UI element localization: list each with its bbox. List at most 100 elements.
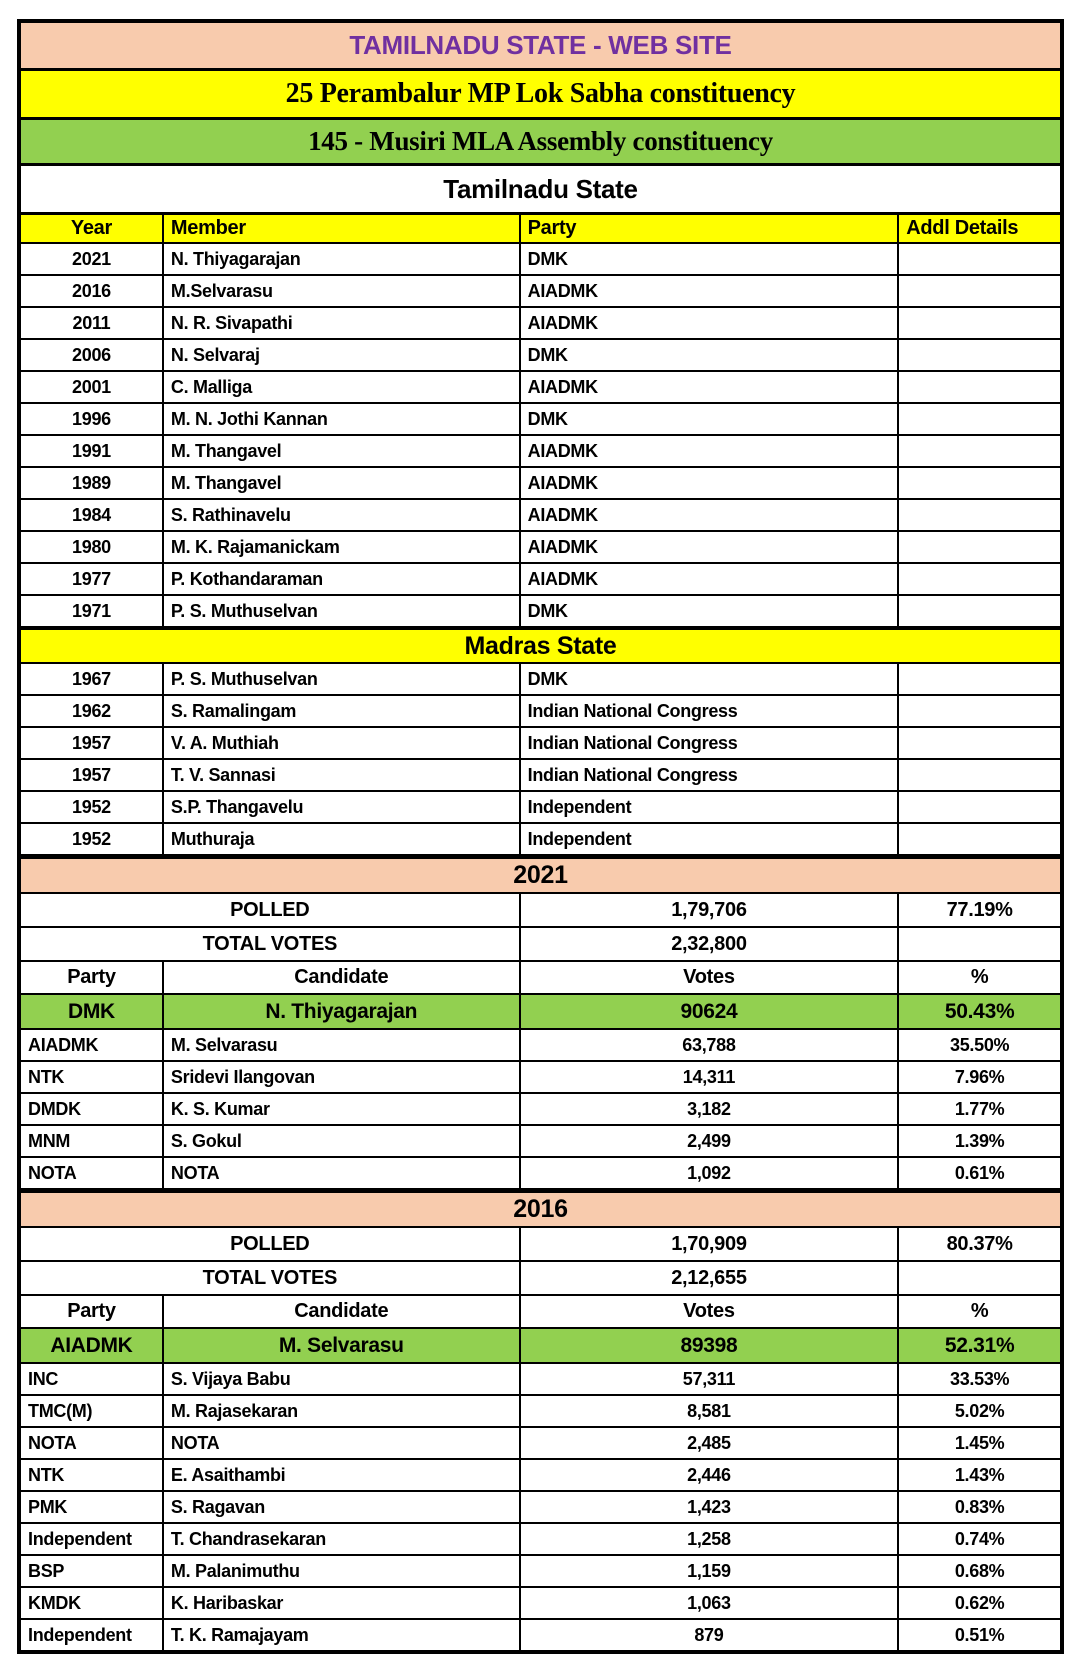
addl-details-cell bbox=[897, 594, 1063, 629]
total-votes-row: TOTAL VOTES 2,12,655 bbox=[18, 1260, 1063, 1296]
member-cell: M. Thangavel bbox=[161, 434, 521, 468]
party-cell: AIADMK bbox=[518, 274, 900, 308]
result-votes-cell: 2,485 bbox=[518, 1426, 900, 1460]
member-cell: M. K. Rajamanickam bbox=[161, 530, 521, 564]
winner-party: AIADMK bbox=[18, 1327, 164, 1364]
result-candidate-cell: S. Gokul bbox=[161, 1124, 521, 1158]
member-row: 2001 C. Malliga AIADMK bbox=[18, 370, 1063, 404]
result-votes-cell: 879 bbox=[518, 1618, 900, 1653]
result-candidate-cell: K. S. Kumar bbox=[161, 1092, 521, 1126]
year-cell: 2021 bbox=[18, 242, 164, 276]
election-year-banner: 2016 bbox=[18, 1188, 1063, 1228]
result-party-cell: PMK bbox=[18, 1490, 164, 1524]
addl-details-cell bbox=[897, 242, 1063, 276]
result-percent-cell: 0.83% bbox=[897, 1490, 1063, 1524]
result-candidate-cell: T. K. Ramajayam bbox=[161, 1618, 521, 1653]
result-party-cell: TMC(M) bbox=[18, 1394, 164, 1428]
result-votes-cell: 2,499 bbox=[518, 1124, 900, 1158]
polled-votes: 1,70,909 bbox=[518, 1226, 900, 1262]
election-year-banner: 2021 bbox=[18, 854, 1063, 894]
result-percent-cell: 0.51% bbox=[897, 1618, 1063, 1653]
members-header-row: Year Member Party Addl Details bbox=[18, 212, 1063, 244]
result-row: Independent T. K. Ramajayam 879 0.51% bbox=[18, 1618, 1063, 1653]
result-row: BSP M. Palanimuthu 1,159 0.68% bbox=[18, 1554, 1063, 1588]
year-cell: 2001 bbox=[18, 370, 164, 404]
member-cell: S. Rathinavelu bbox=[161, 498, 521, 532]
result-row: NOTA NOTA 1,092 0.61% bbox=[18, 1156, 1063, 1192]
member-row: 1980 M. K. Rajamanickam AIADMK bbox=[18, 530, 1063, 564]
addl-details-cell bbox=[897, 370, 1063, 404]
result-row: NTK Sridevi Ilangovan 14,311 7.96% bbox=[18, 1060, 1063, 1094]
result-votes-cell: 14,311 bbox=[518, 1060, 900, 1094]
results-header-candidate: Candidate bbox=[161, 1294, 521, 1329]
mla-constituency-banner: 145 - Musiri MLA Assembly constituency bbox=[18, 117, 1063, 166]
member-row: 1984 S. Rathinavelu AIADMK bbox=[18, 498, 1063, 532]
party-cell: Independent bbox=[518, 822, 900, 858]
result-percent-cell: 7.96% bbox=[897, 1060, 1063, 1094]
result-votes-cell: 1,258 bbox=[518, 1522, 900, 1556]
party-cell: AIADMK bbox=[518, 562, 900, 596]
result-percent-cell: 1.77% bbox=[897, 1092, 1063, 1126]
year-cell: 1957 bbox=[18, 758, 164, 792]
polled-row: POLLED 1,70,909 80.37% bbox=[18, 1226, 1063, 1262]
member-row: 1977 P. Kothandaraman AIADMK bbox=[18, 562, 1063, 596]
result-candidate-cell: S. Ragavan bbox=[161, 1490, 521, 1524]
results-header-party: Party bbox=[18, 960, 164, 995]
polled-row: POLLED 1,79,706 77.19% bbox=[18, 892, 1063, 928]
madras-members-section: 1967 P. S. Muthuselvan DMK 1962 S. Ramal… bbox=[18, 662, 1063, 858]
member-row: 2016 M.Selvarasu AIADMK bbox=[18, 274, 1063, 308]
party-cell: AIADMK bbox=[518, 306, 900, 340]
addl-details-cell bbox=[897, 562, 1063, 596]
addl-details-cell bbox=[897, 434, 1063, 468]
member-cell: Muthuraja bbox=[161, 822, 521, 858]
result-party-cell: NTK bbox=[18, 1060, 164, 1094]
party-cell: DMK bbox=[518, 662, 900, 696]
result-row: DMDK K. S. Kumar 3,182 1.77% bbox=[18, 1092, 1063, 1126]
result-votes-cell: 57,311 bbox=[518, 1362, 900, 1396]
results-header-votes: Votes bbox=[518, 1294, 900, 1329]
winner-percent: 52.31% bbox=[897, 1327, 1063, 1364]
winner-row: DMK N. Thiyagarajan 90624 50.43% bbox=[18, 993, 1063, 1030]
mp-constituency-row: 25 Perambalur MP Lok Sabha constituency bbox=[18, 68, 1063, 120]
year-cell: 1962 bbox=[18, 694, 164, 728]
member-cell: M. Thangavel bbox=[161, 466, 521, 500]
addl-details-cell bbox=[897, 498, 1063, 532]
result-percent-cell: 1.45% bbox=[897, 1426, 1063, 1460]
mp-constituency-banner: 25 Perambalur MP Lok Sabha constituency bbox=[18, 68, 1063, 120]
member-row: 1962 S. Ramalingam Indian National Congr… bbox=[18, 694, 1063, 728]
result-votes-cell: 8,581 bbox=[518, 1394, 900, 1428]
result-percent-cell: 1.39% bbox=[897, 1124, 1063, 1158]
members-header-addl: Addl Details bbox=[897, 212, 1063, 244]
result-votes-cell: 63,788 bbox=[518, 1028, 900, 1062]
member-cell: V. A. Muthiah bbox=[161, 726, 521, 760]
result-row: TMC(M) M. Rajasekaran 8,581 5.02% bbox=[18, 1394, 1063, 1428]
result-party-cell: NOTA bbox=[18, 1426, 164, 1460]
constituency-table: TAMILNADU STATE - WEB SITE 25 Perambalur… bbox=[17, 19, 1064, 1654]
polled-label: POLLED bbox=[18, 1226, 521, 1262]
election-2016-section: 2016 POLLED 1,70,909 80.37% TOTAL VOTES … bbox=[18, 1188, 1063, 1364]
party-cell: DMK bbox=[518, 242, 900, 276]
addl-details-cell bbox=[897, 338, 1063, 372]
result-row: Independent T. Chandrasekaran 1,258 0.74… bbox=[18, 1522, 1063, 1556]
results-2016-rows: INC S. Vijaya Babu 57,311 33.53% TMC(M) … bbox=[18, 1362, 1063, 1653]
winner-candidate: N. Thiyagarajan bbox=[161, 993, 521, 1030]
result-candidate-cell: T. Chandrasekaran bbox=[161, 1522, 521, 1556]
tamilnadu-state-row: Tamilnadu State bbox=[18, 163, 1063, 215]
tamilnadu-state-title: Tamilnadu State bbox=[18, 163, 1063, 215]
member-cell: M.Selvarasu bbox=[161, 274, 521, 308]
result-party-cell: NTK bbox=[18, 1458, 164, 1492]
year-cell: 1980 bbox=[18, 530, 164, 564]
party-cell: Indian National Congress bbox=[518, 726, 900, 760]
result-votes-cell: 2,446 bbox=[518, 1458, 900, 1492]
mla-constituency-row: 145 - Musiri MLA Assembly constituency bbox=[18, 117, 1063, 166]
party-cell: AIADMK bbox=[518, 466, 900, 500]
result-candidate-cell: NOTA bbox=[161, 1156, 521, 1192]
member-cell: P. S. Muthuselvan bbox=[161, 662, 521, 696]
result-row: KMDK K. Haribaskar 1,063 0.62% bbox=[18, 1586, 1063, 1620]
result-party-cell: INC bbox=[18, 1362, 164, 1396]
party-cell: Independent bbox=[518, 790, 900, 824]
result-row: MNM S. Gokul 2,499 1.39% bbox=[18, 1124, 1063, 1158]
result-party-cell: DMDK bbox=[18, 1092, 164, 1126]
result-candidate-cell: M. Selvarasu bbox=[161, 1028, 521, 1062]
election-year-row: 2016 bbox=[18, 1188, 1063, 1228]
